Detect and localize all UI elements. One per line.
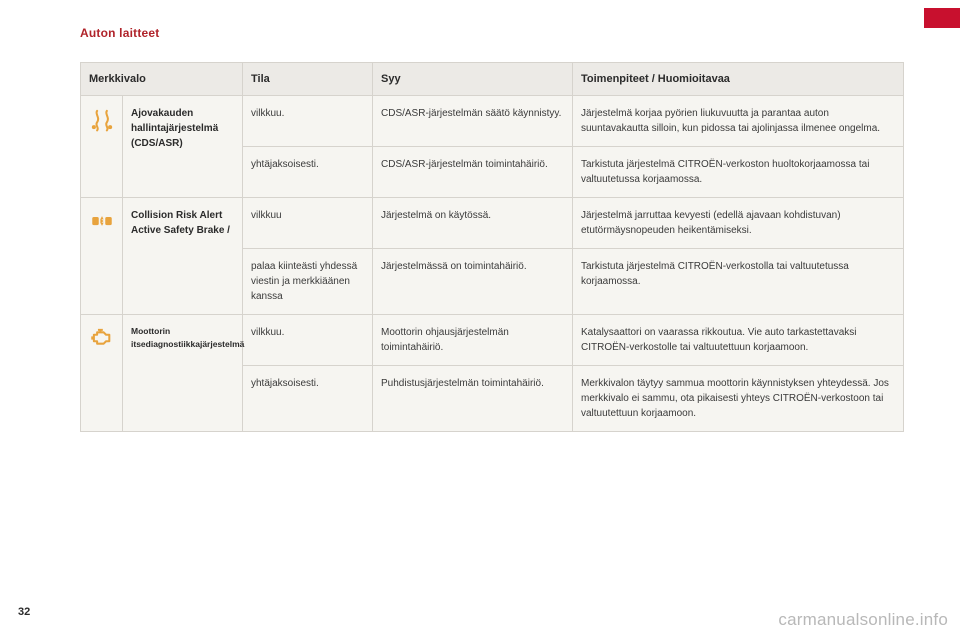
section-title: Auton laitteet: [80, 26, 904, 40]
cell-action: Tarkistuta järjestelmä CITROËN-verkostol…: [573, 249, 904, 315]
cell-action: Merkkivalon täytyy sammua moottorin käyn…: [573, 366, 904, 432]
indicator-name: Moottorin itsediagnostiikkajärjestelmä: [123, 315, 243, 432]
col-indicator: Merkkivalo: [81, 63, 243, 96]
cell-action: Järjestelmä korjaa pyörien liukuvuutta j…: [573, 96, 904, 147]
engine-diag-icon: [89, 325, 115, 351]
cell-cause: CDS/ASR-järjestelmän toimintahäiriö.: [373, 147, 573, 198]
indicator-icon-cell: [81, 96, 123, 198]
cell-state: vilkkuu.: [243, 96, 373, 147]
accent-stripe: [924, 8, 960, 28]
cell-state: vilkkuu: [243, 198, 373, 249]
cell-cause: Puhdistusjärjestelmän toimintahäiriö.: [373, 366, 573, 432]
table-row: Ajovakauden hallintajärjestelmä (CDS/ASR…: [81, 96, 904, 147]
page-content: Auton laitteet Merkkivalo Tila Syy Toime…: [0, 0, 960, 432]
collision-alert-icon: [89, 208, 115, 234]
indicator-name: Collision Risk Alert Active Safety Brake…: [123, 198, 243, 315]
indicator-icon-cell: [81, 315, 123, 432]
table-row: Collision Risk Alert Active Safety Brake…: [81, 198, 904, 249]
indicator-name: Ajovakauden hallintajärjestelmä (CDS/ASR…: [123, 96, 243, 198]
col-state: Tila: [243, 63, 373, 96]
col-action: Toimenpiteet / Huomioitavaa: [573, 63, 904, 96]
cell-state: yhtäjaksoisesti.: [243, 366, 373, 432]
watermark: carmanualsonline.info: [778, 610, 948, 630]
cell-state: vilkkuu.: [243, 315, 373, 366]
cell-action: Katalysaattori on vaarassa rikkoutua. Vi…: [573, 315, 904, 366]
cell-state: yhtäjaksoisesti.: [243, 147, 373, 198]
indicator-icon-cell: [81, 198, 123, 315]
warning-lights-table: Merkkivalo Tila Syy Toimenpiteet / Huomi…: [80, 62, 904, 432]
cell-action: Tarkistuta järjestelmä CITROËN-verkoston…: [573, 147, 904, 198]
cell-cause: Järjestelmä on käytössä.: [373, 198, 573, 249]
table-row: Moottorin itsediagnostiikkajärjestelmä v…: [81, 315, 904, 366]
col-cause: Syy: [373, 63, 573, 96]
cell-state: palaa kiinteästi yhdessä viestin ja merk…: [243, 249, 373, 315]
cell-cause: Järjestelmässä on toimintahäiriö.: [373, 249, 573, 315]
cell-action: Järjestelmä jarruttaa kevyesti (edellä a…: [573, 198, 904, 249]
cell-cause: Moottorin ohjausjärjestelmän toimintahäi…: [373, 315, 573, 366]
page-number: 32: [18, 606, 30, 618]
traction-control-icon: [89, 106, 115, 132]
cell-cause: CDS/ASR-järjestelmän säätö käynnistyy.: [373, 96, 573, 147]
table-header-row: Merkkivalo Tila Syy Toimenpiteet / Huomi…: [81, 63, 904, 96]
